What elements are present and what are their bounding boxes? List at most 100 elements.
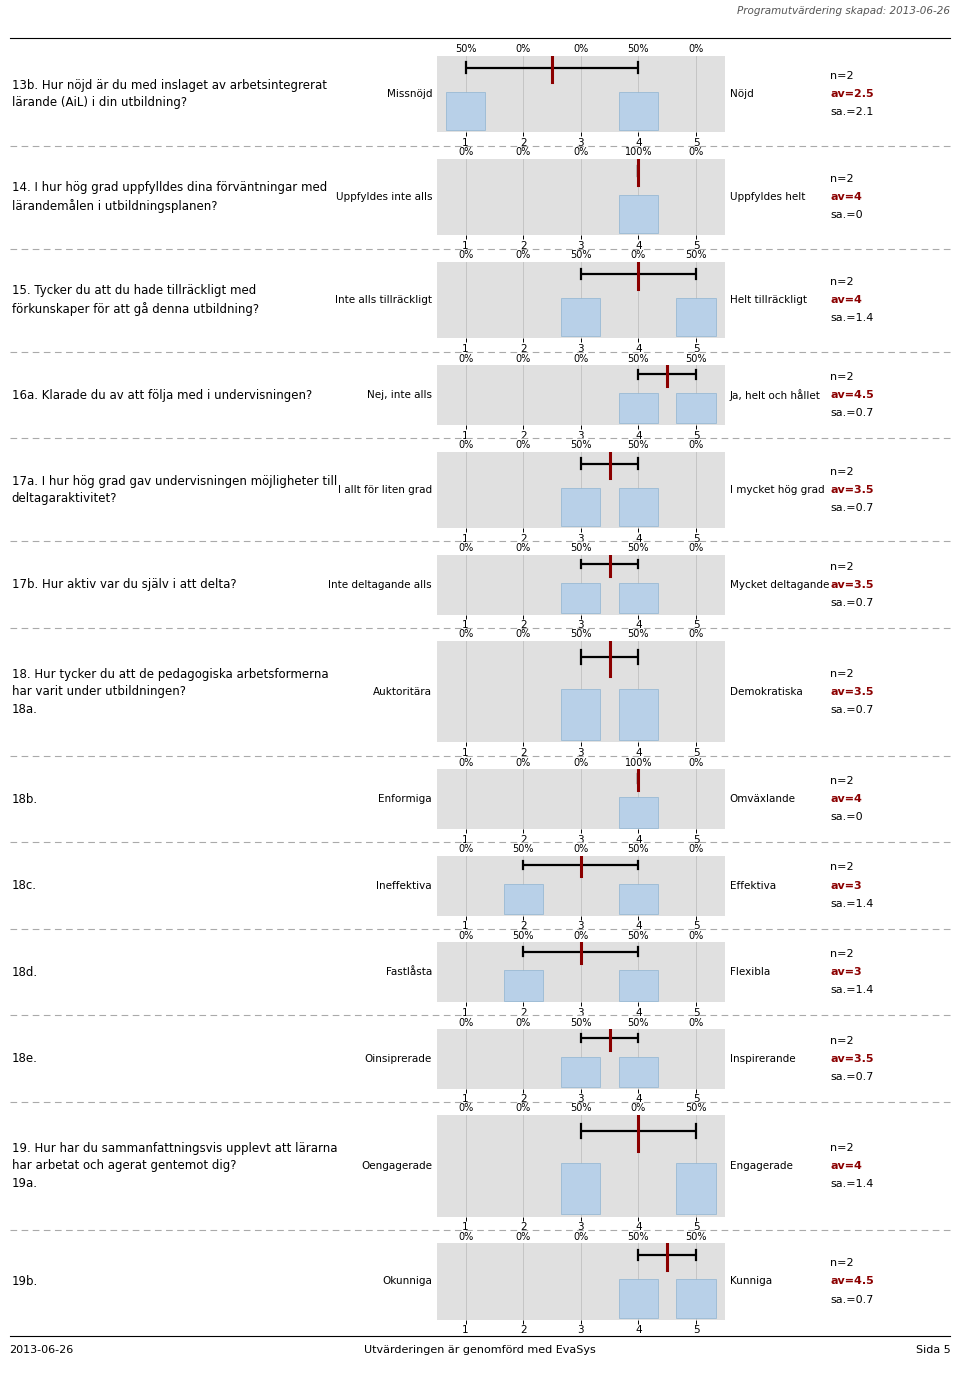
Text: av=3.5: av=3.5	[830, 580, 874, 590]
Text: 0%: 0%	[458, 930, 473, 942]
Text: Oengagerade: Oengagerade	[361, 1161, 432, 1170]
Text: 0%: 0%	[688, 757, 704, 767]
Bar	[677, 393, 715, 424]
Text: Kunniga: Kunniga	[730, 1276, 772, 1286]
Bar	[619, 583, 658, 614]
Text: 0%: 0%	[516, 148, 531, 158]
Text: sa.=2.1: sa.=2.1	[830, 107, 874, 117]
Text: 0%: 0%	[458, 757, 473, 767]
Text: 50%: 50%	[628, 844, 649, 854]
Text: 100%: 100%	[625, 757, 652, 767]
Text: av=4: av=4	[830, 794, 862, 804]
Text: sa.=0.7: sa.=0.7	[830, 504, 874, 513]
Text: 0%: 0%	[458, 1103, 473, 1113]
Text: 13b. Hur nöjd är du med inslaget av arbetsintegrerat
lärande (AiL) i din utbildn: 13b. Hur nöjd är du med inslaget av arbe…	[12, 80, 326, 109]
Text: n=2: n=2	[830, 372, 854, 382]
Text: 50%: 50%	[628, 544, 649, 554]
Text: 15. Tycker du att du hade tillräckligt med
förkunskaper för att gå denna utbildn: 15. Tycker du att du hade tillräckligt m…	[12, 285, 258, 317]
Bar	[677, 1163, 715, 1214]
Text: 19. Hur har du sammanfattningsvis upplevt att lärarna
har arbetat och agerat gen: 19. Hur har du sammanfattningsvis upplev…	[12, 1143, 337, 1190]
Text: sa.=1.4: sa.=1.4	[830, 898, 874, 908]
Text: n=2: n=2	[830, 668, 854, 679]
Text: 0%: 0%	[688, 1017, 704, 1028]
Text: av=4: av=4	[830, 296, 862, 306]
Bar	[562, 689, 600, 739]
Text: 0%: 0%	[573, 148, 588, 158]
Text: 17b. Hur aktiv var du själv i att delta?: 17b. Hur aktiv var du själv i att delta?	[12, 578, 236, 591]
Text: 0%: 0%	[458, 844, 473, 854]
Text: 0%: 0%	[631, 1103, 646, 1113]
Text: 0%: 0%	[516, 629, 531, 639]
Text: 50%: 50%	[685, 1232, 707, 1242]
Text: Nej, inte alls: Nej, inte alls	[367, 391, 432, 400]
Text: 0%: 0%	[516, 354, 531, 364]
Text: sa.=0: sa.=0	[830, 211, 863, 220]
Text: Uppfyldes inte alls: Uppfyldes inte alls	[335, 193, 432, 202]
Bar	[619, 1057, 658, 1087]
Bar	[619, 487, 658, 526]
Text: 0%: 0%	[688, 844, 704, 854]
Bar	[677, 1279, 715, 1318]
Text: 0%: 0%	[516, 757, 531, 767]
Bar	[562, 1057, 600, 1087]
Text: 0%: 0%	[688, 930, 704, 942]
Text: av=4.5: av=4.5	[830, 391, 875, 400]
Text: 50%: 50%	[628, 439, 649, 451]
Text: 50%: 50%	[570, 1017, 591, 1028]
Text: Helt tillräckligt: Helt tillräckligt	[730, 296, 806, 306]
Text: 0%: 0%	[573, 930, 588, 942]
Text: av=4.5: av=4.5	[830, 1276, 875, 1286]
Text: sa.=0.7: sa.=0.7	[830, 598, 874, 608]
Text: 0%: 0%	[516, 45, 531, 54]
Text: 18b.: 18b.	[12, 792, 37, 805]
Text: 0%: 0%	[458, 629, 473, 639]
Text: Mycket deltagande: Mycket deltagande	[730, 580, 829, 590]
Bar	[619, 689, 658, 739]
Text: 50%: 50%	[570, 439, 591, 451]
Text: n=2: n=2	[830, 1035, 854, 1046]
Text: 18. Hur tycker du att de pedagogiska arbetsformerna
har varit under utbildningen: 18. Hur tycker du att de pedagogiska arb…	[12, 668, 328, 716]
Text: av=3.5: av=3.5	[830, 686, 874, 698]
Text: 50%: 50%	[628, 354, 649, 364]
Text: 19b.: 19b.	[12, 1275, 37, 1288]
Text: Okunniga: Okunniga	[382, 1276, 432, 1286]
Text: Oinsiprerade: Oinsiprerade	[365, 1053, 432, 1064]
Text: 0%: 0%	[458, 354, 473, 364]
Text: Ineffektiva: Ineffektiva	[376, 880, 432, 890]
Text: 50%: 50%	[628, 45, 649, 54]
Bar	[562, 487, 600, 526]
Text: 2013-06-26: 2013-06-26	[10, 1345, 74, 1355]
Text: 0%: 0%	[573, 45, 588, 54]
Text: 50%: 50%	[628, 629, 649, 639]
Text: Inte deltagande alls: Inte deltagande alls	[328, 580, 432, 590]
Text: 0%: 0%	[573, 1232, 588, 1242]
Text: 0%: 0%	[516, 1103, 531, 1113]
Text: n=2: n=2	[830, 71, 854, 81]
Text: 50%: 50%	[455, 45, 476, 54]
Text: Inte alls tillräckligt: Inte alls tillräckligt	[335, 296, 432, 306]
Text: sa.=0.7: sa.=0.7	[830, 704, 874, 716]
Text: 0%: 0%	[458, 148, 473, 158]
Text: Effektiva: Effektiva	[730, 880, 776, 890]
Text: av=3: av=3	[830, 880, 862, 890]
Text: 0%: 0%	[631, 250, 646, 261]
Text: 50%: 50%	[570, 629, 591, 639]
Text: Sida 5: Sida 5	[916, 1345, 950, 1355]
Text: 18c.: 18c.	[12, 879, 36, 893]
Text: n=2: n=2	[830, 174, 854, 184]
Text: 50%: 50%	[685, 354, 707, 364]
Text: sa.=0.7: sa.=0.7	[830, 1295, 874, 1304]
Text: sa.=1.4: sa.=1.4	[830, 1179, 874, 1189]
Bar	[504, 884, 542, 914]
Text: n=2: n=2	[830, 278, 854, 287]
Text: 50%: 50%	[628, 1232, 649, 1242]
Text: n=2: n=2	[830, 776, 854, 785]
Text: Omväxlande: Omväxlande	[730, 794, 796, 804]
Text: n=2: n=2	[830, 949, 854, 960]
Bar	[619, 393, 658, 424]
Text: I mycket hög grad: I mycket hög grad	[730, 485, 825, 495]
Bar	[619, 195, 658, 233]
Text: 100%: 100%	[625, 148, 652, 158]
Text: 17a. I hur hög grad gav undervisningen möjligheter till
deltagaraktivitet?: 17a. I hur hög grad gav undervisningen m…	[12, 474, 337, 505]
Text: Uppfyldes helt: Uppfyldes helt	[730, 193, 805, 202]
